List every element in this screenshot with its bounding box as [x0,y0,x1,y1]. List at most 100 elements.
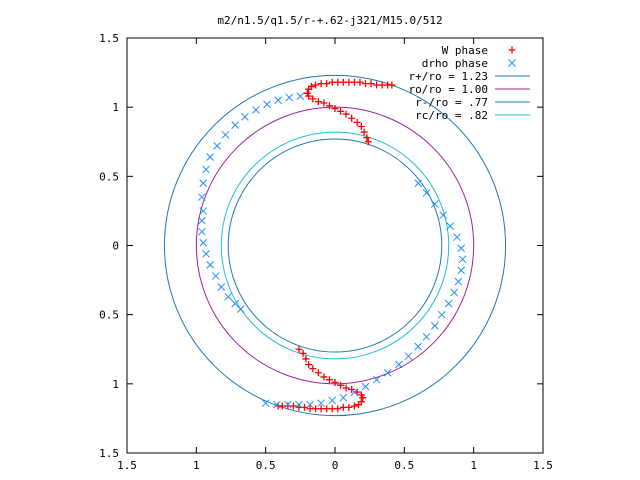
data-point [224,292,233,301]
data-point [437,310,446,319]
data-point [305,92,313,100]
data-point [342,110,350,118]
data-point [198,193,206,201]
legend-label: rc/ro = .82 [415,109,488,122]
data-point [342,384,350,392]
y-tick-label: 0.5 [99,170,119,183]
data-point [274,96,283,105]
data-point [453,233,461,242]
data-point [252,106,260,114]
data-point [325,376,333,384]
data-point [241,112,249,121]
data-point [367,80,375,88]
data-point [261,399,270,408]
data-point [199,207,208,215]
circle-series-3 [220,131,450,360]
ticks-layer: 1.5 1 0.5 0 0.5 1 1.51.510.500.511.5 [99,32,553,472]
data-point [339,393,348,402]
data-point [357,391,365,399]
data-point [430,200,439,208]
chart-title: m2/n1.5/q1.5/r-+.62-j321/M15.0/512 [217,14,442,27]
data-point [364,138,372,146]
x-tick-label: 0.5 [256,459,276,472]
legend-label: W phase [442,44,488,57]
data-point [206,261,215,269]
data-point [221,130,230,139]
x-tick-label: 1.5 [533,459,553,472]
data-point [422,189,431,197]
data-point [430,321,439,330]
legend-label: drho phase [422,57,488,70]
x-tick-label: 1 [193,459,200,472]
data-point [320,373,328,381]
data-point [363,134,371,142]
data-point [306,400,314,409]
data-point [285,93,294,102]
point-series-0 [274,78,396,413]
data-point [299,349,307,357]
data-point [309,95,317,103]
data-point [306,405,314,413]
data-point [206,153,215,161]
data-point [339,403,347,411]
circle-series-0 [163,74,507,417]
data-point [450,288,459,297]
data-point [414,342,423,351]
data-point [457,266,466,275]
data-point [320,99,328,107]
data-point [217,283,226,291]
data-point [444,299,453,308]
data-point [383,368,392,377]
data-point [394,360,403,369]
x-tick-label: 1 [470,459,477,472]
circle-series-2 [227,138,443,353]
data-point [199,179,208,188]
data-point [331,378,339,386]
data-point [337,381,345,389]
data-point [202,165,210,174]
point-series-1 [198,92,467,409]
data-point [414,179,423,188]
data-point [236,305,245,313]
y-tick-label: 0 [112,240,119,253]
data-point [199,238,208,247]
data-point [337,107,345,115]
data-point [356,78,364,86]
data-point [272,400,281,409]
data-point [454,277,463,286]
x-tick-label: 0 [332,459,339,472]
data-point [348,114,356,122]
data-point [231,121,240,130]
data-point [295,345,303,353]
series-layer [163,74,507,417]
data-point [361,382,370,391]
data-point [328,396,337,405]
data-point [283,400,292,409]
data-point [357,123,365,131]
legend-label: ro/ro = 1.00 [409,83,488,96]
data-point [312,81,320,89]
data-point [360,128,368,136]
circle-series-1 [195,106,475,385]
data-point [295,400,303,409]
data-point [314,369,322,377]
data-point [372,375,381,384]
data-point [350,388,359,396]
data-point [213,142,221,150]
data-point [355,401,363,409]
data-point [331,105,339,113]
y-tick-label: 1 [112,378,119,391]
data-point [458,255,467,264]
data-point [314,98,322,106]
y-tick-label: 0.5 [99,309,119,322]
data-point [457,244,466,253]
legend-label: r+/ro = 1.23 [409,70,488,83]
data-point [325,102,333,110]
y-tick-label: 1.5 [99,32,119,45]
data-point [198,216,206,225]
data-point [388,81,396,89]
data-point [422,332,431,341]
data-point [350,402,358,410]
